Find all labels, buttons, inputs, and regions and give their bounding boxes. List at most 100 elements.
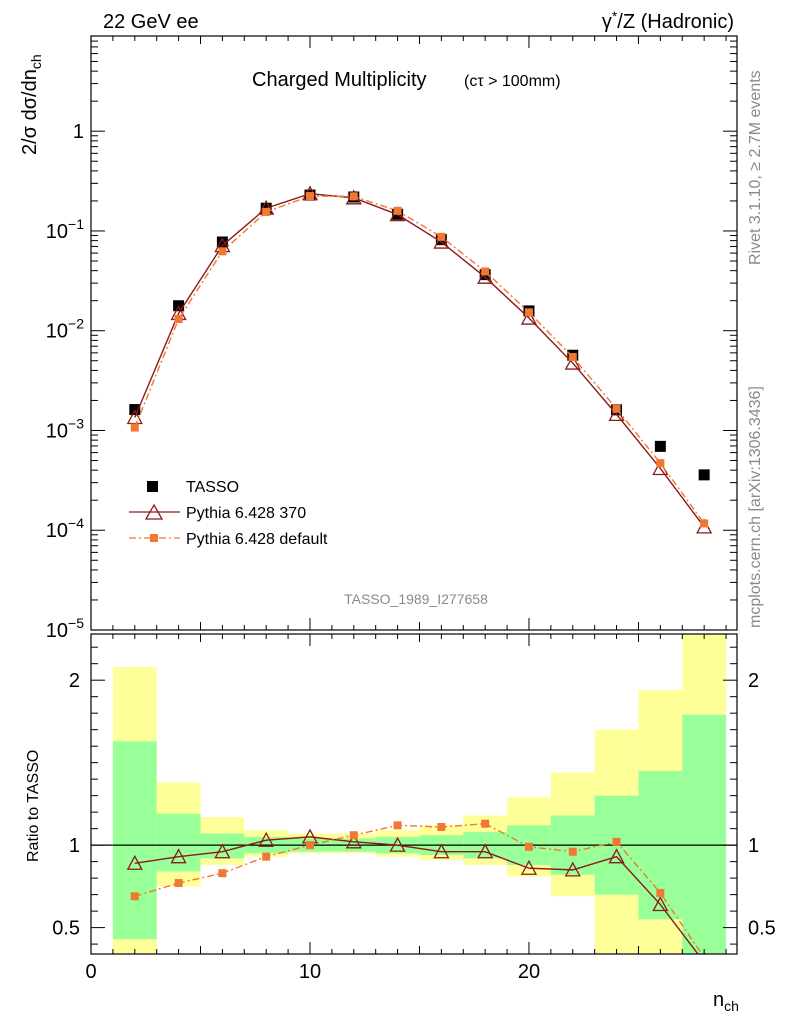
ratio-x-tick-label: 20: [518, 961, 540, 983]
ratio-point-pythia-6-428-370: [477, 843, 494, 859]
ratio-point-pythia-6-428-default: [437, 822, 446, 831]
ratio-point-pythia-6-428-370: [564, 861, 581, 877]
main-plot-y-axis-label: 2/σ dσ/dnch: [19, 54, 44, 155]
main-plot-point-pythia-6-428-default: [174, 315, 183, 324]
ratio-series: [126, 819, 709, 954]
ratio-plot-panel: 0.5 0.5 1 1 2 2 0 10 20 Ratio to TASSO nch: [25, 633, 776, 1014]
main-plot-y-tick-label-exponent: −4: [68, 515, 84, 531]
legend-marker-tasso: [147, 481, 158, 492]
ratio-point-pythia-6-428-370: [433, 843, 450, 859]
main-plot-point-pythia-6-428-default: [656, 459, 665, 468]
ratio-point-pythia-6-428-default: [656, 888, 665, 897]
header-process-gamma: γ: [602, 11, 612, 33]
main-plot-y-tick-label: 10−4: [46, 515, 84, 542]
main-plot-point-pythia-6-428-370: [126, 409, 143, 425]
ratio-y-tick-label: 1: [69, 835, 80, 857]
main-plot-point-tasso: [654, 440, 666, 452]
ratio-inner-band: [112, 741, 157, 940]
ratio-point-pythia-6-428-default: [612, 837, 621, 846]
ratio-point-pythia-6-428-default: [349, 831, 358, 840]
ratio-point-pythia-6-428-default: [568, 847, 577, 856]
ratio-point-pythia-6-428-370: [652, 896, 669, 912]
main-plot-y-tick-label-base: 10: [46, 420, 68, 442]
main-plot-y-tick-label-base: 10: [46, 620, 68, 642]
ratio-point-pythia-6-428-370: [345, 833, 362, 849]
ratio-plot-frame: [90, 633, 738, 955]
main-plot-point-pythia-6-428-default: [349, 192, 358, 201]
main-plot-point-tasso: [216, 236, 228, 248]
ratio-point-pythia-6-428-370: [389, 836, 406, 852]
ratio-point-pythia-6-428-370: [126, 854, 143, 870]
header-process-star: *: [612, 8, 618, 24]
ratio-y-tick-labels: 0.5 0.5 1 1 2 2: [52, 670, 776, 939]
main-plot-point-pythia-6-428-370: [477, 268, 494, 284]
ratio-inner-band: [682, 714, 727, 954]
main-plot-y-tick-label-exponent: −2: [68, 316, 84, 332]
main-plot-y-tick-label: 10−3: [46, 415, 84, 442]
main-plot-point-pythia-6-428-default: [437, 232, 446, 241]
ratio-y-tick-label-right: 1: [748, 835, 759, 857]
main-plot-point-pythia-6-428-default: [481, 267, 490, 276]
main-plot-point-pythia-6-428-default: [612, 404, 621, 413]
ratio-ticks: [90, 634, 737, 954]
main-plot-y-tick-label-base: 10: [46, 321, 68, 343]
main-plot-y-tick-label-exponent: −1: [68, 216, 84, 232]
header-energy-label: 22 GeV ee: [103, 11, 199, 33]
legend-label-tasso: TASSO: [186, 479, 239, 496]
ratio-point-pythia-6-428-370: [608, 848, 625, 864]
ratio-point-pythia-6-428-default: [305, 841, 314, 850]
ratio-inner-band: [156, 813, 201, 872]
main-plot-y-tick-label-base: 10: [46, 221, 68, 243]
ratio-line-pythia-6-428-370: [134, 836, 699, 954]
main-plot-point-pythia-6-428-default: [218, 247, 227, 256]
main-plot-point-pythia-6-428-370: [564, 354, 581, 370]
ratio-point-pythia-6-428-default: [262, 852, 271, 861]
main-plot-point-pythia-6-428-default: [393, 206, 402, 215]
ratio-point-pythia-6-428-370: [170, 848, 187, 864]
analysis-tag: TASSO_1989_I277658: [344, 591, 488, 607]
main-plot-y-tick-label: 10−5: [46, 615, 84, 642]
ratio-y-tick-label: 2: [69, 670, 80, 692]
legend-label-pythia-default: Pythia 6.428 default: [186, 531, 328, 548]
ratio-point-pythia-6-428-default: [218, 869, 227, 878]
header-process-rest: /Z (Hadronic): [617, 11, 734, 33]
main-plot-subtitle: (cτ > 100mm): [464, 73, 561, 90]
main-plot-ticks: [90, 35, 737, 631]
ratio-point-pythia-6-428-370: [704, 953, 705, 954]
main-plot-panel: 10−510−410−310−210−11 Charged Multiplici…: [19, 35, 738, 642]
main-plot-point-tasso: [698, 469, 710, 481]
main-plot-y-tick-label-exponent: −3: [68, 415, 84, 431]
main-plot-point-pythia-6-428-default: [568, 353, 577, 362]
ratio-x-tick-label: 10: [299, 961, 321, 983]
ratio-line-pythia-6-428-default: [134, 822, 703, 954]
main-plot-point-pythia-6-428-default: [130, 423, 139, 432]
ratio-point-pythia-6-428-370: [214, 843, 231, 859]
main-plot-title: Charged Multiplicity: [252, 69, 427, 91]
ratio-y-tick-label-right: 0.5: [748, 918, 776, 940]
ratio-point-pythia-6-428-370: [520, 859, 538, 875]
main-plot-point-pythia-6-428-370: [520, 309, 538, 325]
rivet-version-label: Rivet 3.1.10, ≥ 2.7M events: [747, 70, 764, 265]
ratio-x-tick-labels: 0 10 20: [85, 961, 540, 983]
main-plot-y-tick-label-exponent: −5: [68, 615, 84, 631]
ratio-point-pythia-6-428-370: [258, 831, 275, 847]
main-plot-point-pythia-6-428-default: [305, 192, 314, 201]
main-plot-y-tick-label-base: 1: [73, 121, 84, 143]
main-plot-line-pythia-6-428-370: [134, 193, 705, 528]
ratio-point-pythia-6-428-default: [481, 819, 490, 828]
main-plot-point-pythia-6-428-default: [262, 207, 271, 216]
ratio-y-axis-label: Ratio to TASSO: [25, 750, 42, 862]
main-plot-y-tick-label-base: 10: [46, 520, 68, 542]
x-axis-label: nch: [713, 989, 739, 1014]
ratio-uncertainty-bands: [112, 634, 727, 954]
ratio-point-pythia-6-428-default: [524, 842, 533, 851]
header-process-label: γ*/Z (Hadronic): [602, 8, 734, 33]
ratio-x-tick-label: 0: [85, 961, 96, 983]
main-plot-point-pythia-6-428-default: [524, 308, 533, 317]
main-plot-y-tick-label: 10−2: [46, 316, 84, 343]
main-plot-y-tick-label: 1: [73, 121, 84, 143]
main-plot-point-pythia-6-428-370: [433, 233, 450, 249]
main-plot-line-pythia-6-428-default: [134, 195, 705, 524]
legend-marker-pythia-370: [144, 503, 164, 520]
main-plot-frame: [90, 35, 738, 631]
